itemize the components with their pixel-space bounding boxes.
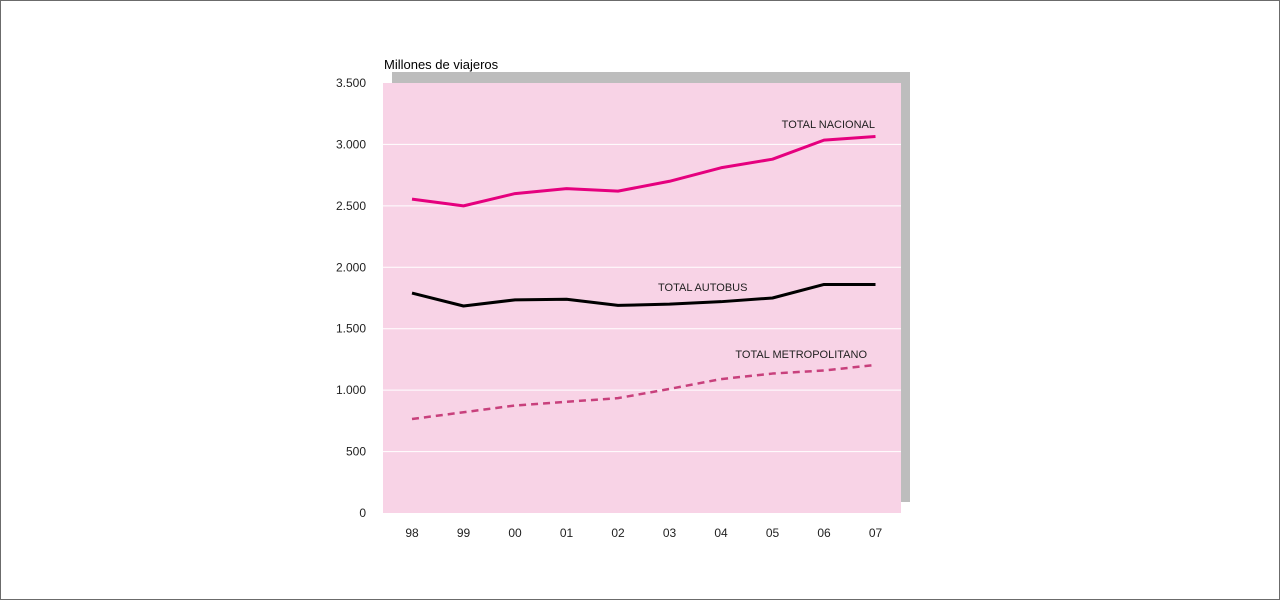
plot-background — [383, 83, 901, 513]
x-tick-label: 04 — [714, 526, 728, 540]
series-lines — [411, 134, 876, 421]
x-tick-labels: 98 99 00 01 02 03 04 05 06 07 — [405, 526, 882, 540]
y-tick-label: 2.000 — [336, 260, 366, 274]
series-line — [411, 363, 876, 421]
series-label: TOTAL NACIONAL — [782, 119, 875, 131]
y-axis-label: Millones de viajeros — [384, 57, 499, 72]
x-tick-label: 07 — [869, 526, 883, 540]
x-tick-label: 03 — [663, 526, 677, 540]
series-labels: TOTAL NACIONAL TOTAL AUTOBUS TOTAL METROPO… — [658, 119, 875, 361]
x-tick-label: 05 — [766, 526, 780, 540]
y-tick-label: 1.500 — [336, 322, 366, 336]
series-label: TOTAL METROPOLITANO — [735, 349, 867, 361]
y-tick-label: 3.000 — [336, 137, 366, 151]
x-tick-label: 00 — [508, 526, 522, 540]
x-tick-label: 98 — [405, 526, 419, 540]
series-line — [411, 134, 876, 208]
x-tick-label: 06 — [817, 526, 831, 540]
series-line — [411, 282, 876, 308]
x-tick-label: 99 — [457, 526, 471, 540]
y-tick-label: 2.500 — [336, 199, 366, 213]
x-tick-label: 02 — [611, 526, 625, 540]
series-label: TOTAL AUTOBUS — [658, 282, 747, 294]
y-tick-label: 1.000 — [336, 383, 366, 397]
x-tick-label: 01 — [560, 526, 574, 540]
y-tick-labels: 0 500 1.000 1.500 2.000 2.500 3.000 3.500 — [336, 76, 366, 520]
y-tick-label: 500 — [346, 445, 366, 459]
y-tick-label: 0 — [359, 506, 366, 520]
y-tick-label: 3.500 — [336, 76, 366, 90]
